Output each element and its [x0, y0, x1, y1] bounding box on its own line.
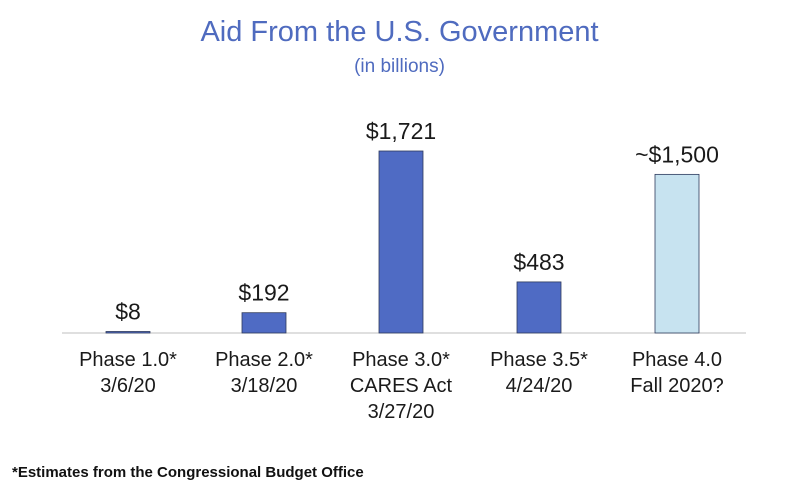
bar	[241, 312, 287, 334]
chart-subtitle: (in billions)	[354, 56, 445, 77]
bar	[105, 331, 151, 334]
bar	[378, 150, 424, 334]
category-label: 4/24/20	[506, 375, 573, 397]
bar-value-label: ~$1,500	[635, 141, 719, 167]
category-label: Phase 2.0*	[215, 349, 313, 371]
category-label: 3/27/20	[368, 401, 435, 423]
category-label: Phase 4.0	[632, 349, 722, 371]
bar	[654, 173, 700, 334]
bar-chart: $8 Phase 1.0* 3/6/20 $192 Phase 2.0* 3/18/20 $…	[62, 118, 746, 423]
category-label: CARES Act	[350, 375, 453, 397]
bar-value-label: $8	[115, 299, 141, 325]
category-label: Phase 1.0*	[79, 349, 177, 371]
category-label: 3/6/20	[100, 375, 156, 397]
category-label: Phase 3.0*	[352, 349, 450, 371]
bar-value-label: $483	[513, 249, 564, 275]
bar-value-label: $1,721	[366, 118, 436, 144]
footnote: *Estimates from the Congressional Budget…	[12, 464, 364, 481]
bar	[516, 281, 562, 334]
category-label: Phase 3.5*	[490, 349, 588, 371]
bar-value-label: $192	[238, 280, 289, 306]
chart-title: Aid From the U.S. Government	[200, 16, 599, 48]
category-label: 3/18/20	[231, 375, 298, 397]
category-label: Fall 2020?	[630, 375, 723, 397]
